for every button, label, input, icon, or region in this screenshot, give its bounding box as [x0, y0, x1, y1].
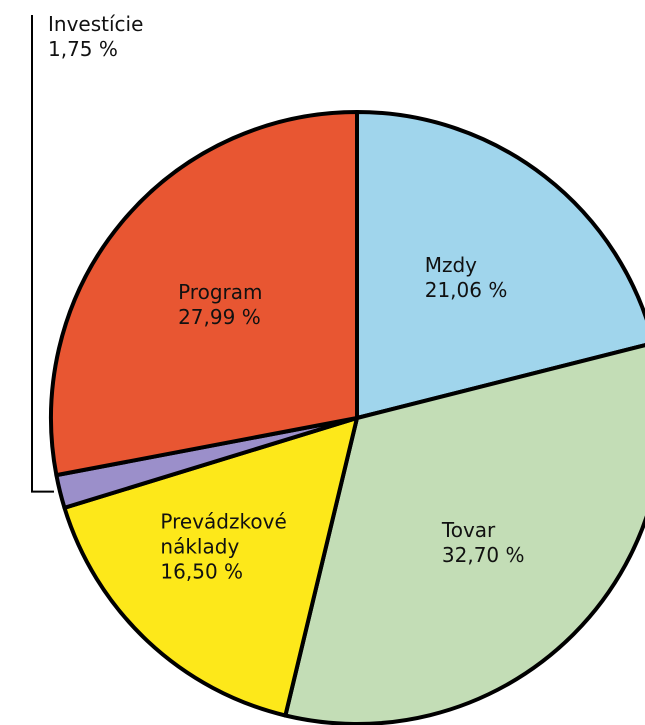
pie-slice — [355, 110, 645, 420]
slice-value: 32,70 % — [441, 542, 525, 567]
slice-value: 21,06 % — [424, 277, 508, 302]
slice-label: Investície 1,75 % — [48, 12, 143, 62]
slice-name: Program — [178, 279, 263, 304]
slice-name: Mzdy — [424, 252, 478, 277]
leader-line — [31, 15, 54, 493]
slice-label: Prevádzkové náklady 16,50 % — [160, 510, 310, 585]
slice-name: Prevádzkové náklady — [160, 509, 287, 559]
slice-name: Investície — [48, 12, 144, 36]
slice-value: 16,50 % — [160, 559, 244, 584]
slice-label: Tovar 32,70 % — [442, 518, 525, 568]
slice-label: Mzdy 21,06 % — [425, 253, 508, 303]
slice-name: Tovar — [441, 517, 496, 542]
pie-slice — [49, 110, 359, 478]
pie-slice — [283, 343, 645, 725]
slice-value: 27,99 % — [178, 304, 261, 329]
slice-label: Program 27,99 % — [178, 280, 262, 330]
pie-slice — [62, 416, 359, 718]
slice-value: 1,75 % — [48, 37, 118, 61]
